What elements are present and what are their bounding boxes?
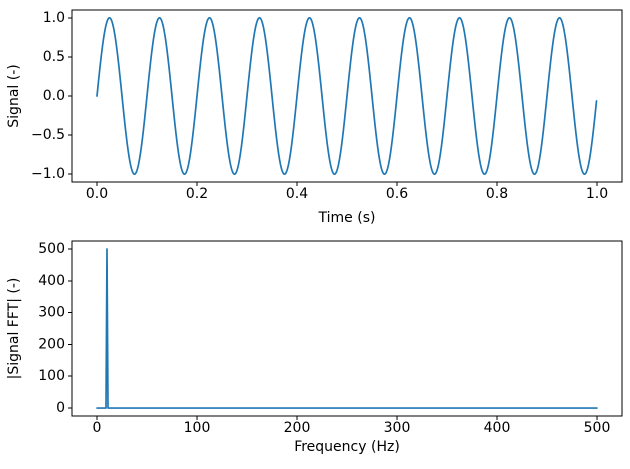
y-axis-label: Signal (-) xyxy=(6,64,22,127)
y-tick-label: 0 xyxy=(56,400,65,416)
x-tick-label: 100 xyxy=(184,420,211,436)
x-tick-label: 0.8 xyxy=(486,186,508,202)
axes-1: 0 100 200 300 400 500 0 100 200 300 400 500 Frequenc… xyxy=(6,240,623,455)
axes-0: 0.0 0.2 0.4 0.6 0.8 1.0 −1.0 −0.5 0.0 0.5 1.0 Time … xyxy=(6,9,623,226)
x-tick-label: 200 xyxy=(284,420,311,436)
y-tick-label: 1.0 xyxy=(43,10,65,26)
y-tick-label: −0.5 xyxy=(31,127,65,143)
x-tick-label: 0.6 xyxy=(386,186,408,202)
y-tick-label: 0.5 xyxy=(43,49,65,65)
x-axis-label: Frequency (Hz) xyxy=(294,439,400,455)
x-tick-label: 0.2 xyxy=(186,186,208,202)
x-tick-label: 300 xyxy=(384,420,411,436)
signal-line xyxy=(96,16,598,176)
y-tick-label: −1.0 xyxy=(31,166,65,182)
axes-spines xyxy=(71,240,623,417)
x-tick-label: 500 xyxy=(584,420,611,436)
y-tick-label: 500 xyxy=(38,241,65,257)
x-tick-label: 400 xyxy=(484,420,511,436)
x-tick-label: 0 xyxy=(93,420,102,436)
x-tick-label: 0.0 xyxy=(86,186,108,202)
y-tick-label: 400 xyxy=(38,273,65,289)
x-tick-label: 0.4 xyxy=(286,186,308,202)
signal-fft-magnitude-line xyxy=(96,248,598,409)
x-axis-label: Time (s) xyxy=(318,210,376,226)
y-axis-label: |Signal FFT| (-) xyxy=(6,278,22,380)
y-tick-label: 300 xyxy=(38,305,65,321)
x-tick-label: 1.0 xyxy=(586,186,608,202)
y-tick-label: 0.0 xyxy=(43,88,65,104)
y-tick-label: 200 xyxy=(38,336,65,352)
y-tick-label: 100 xyxy=(38,368,65,384)
